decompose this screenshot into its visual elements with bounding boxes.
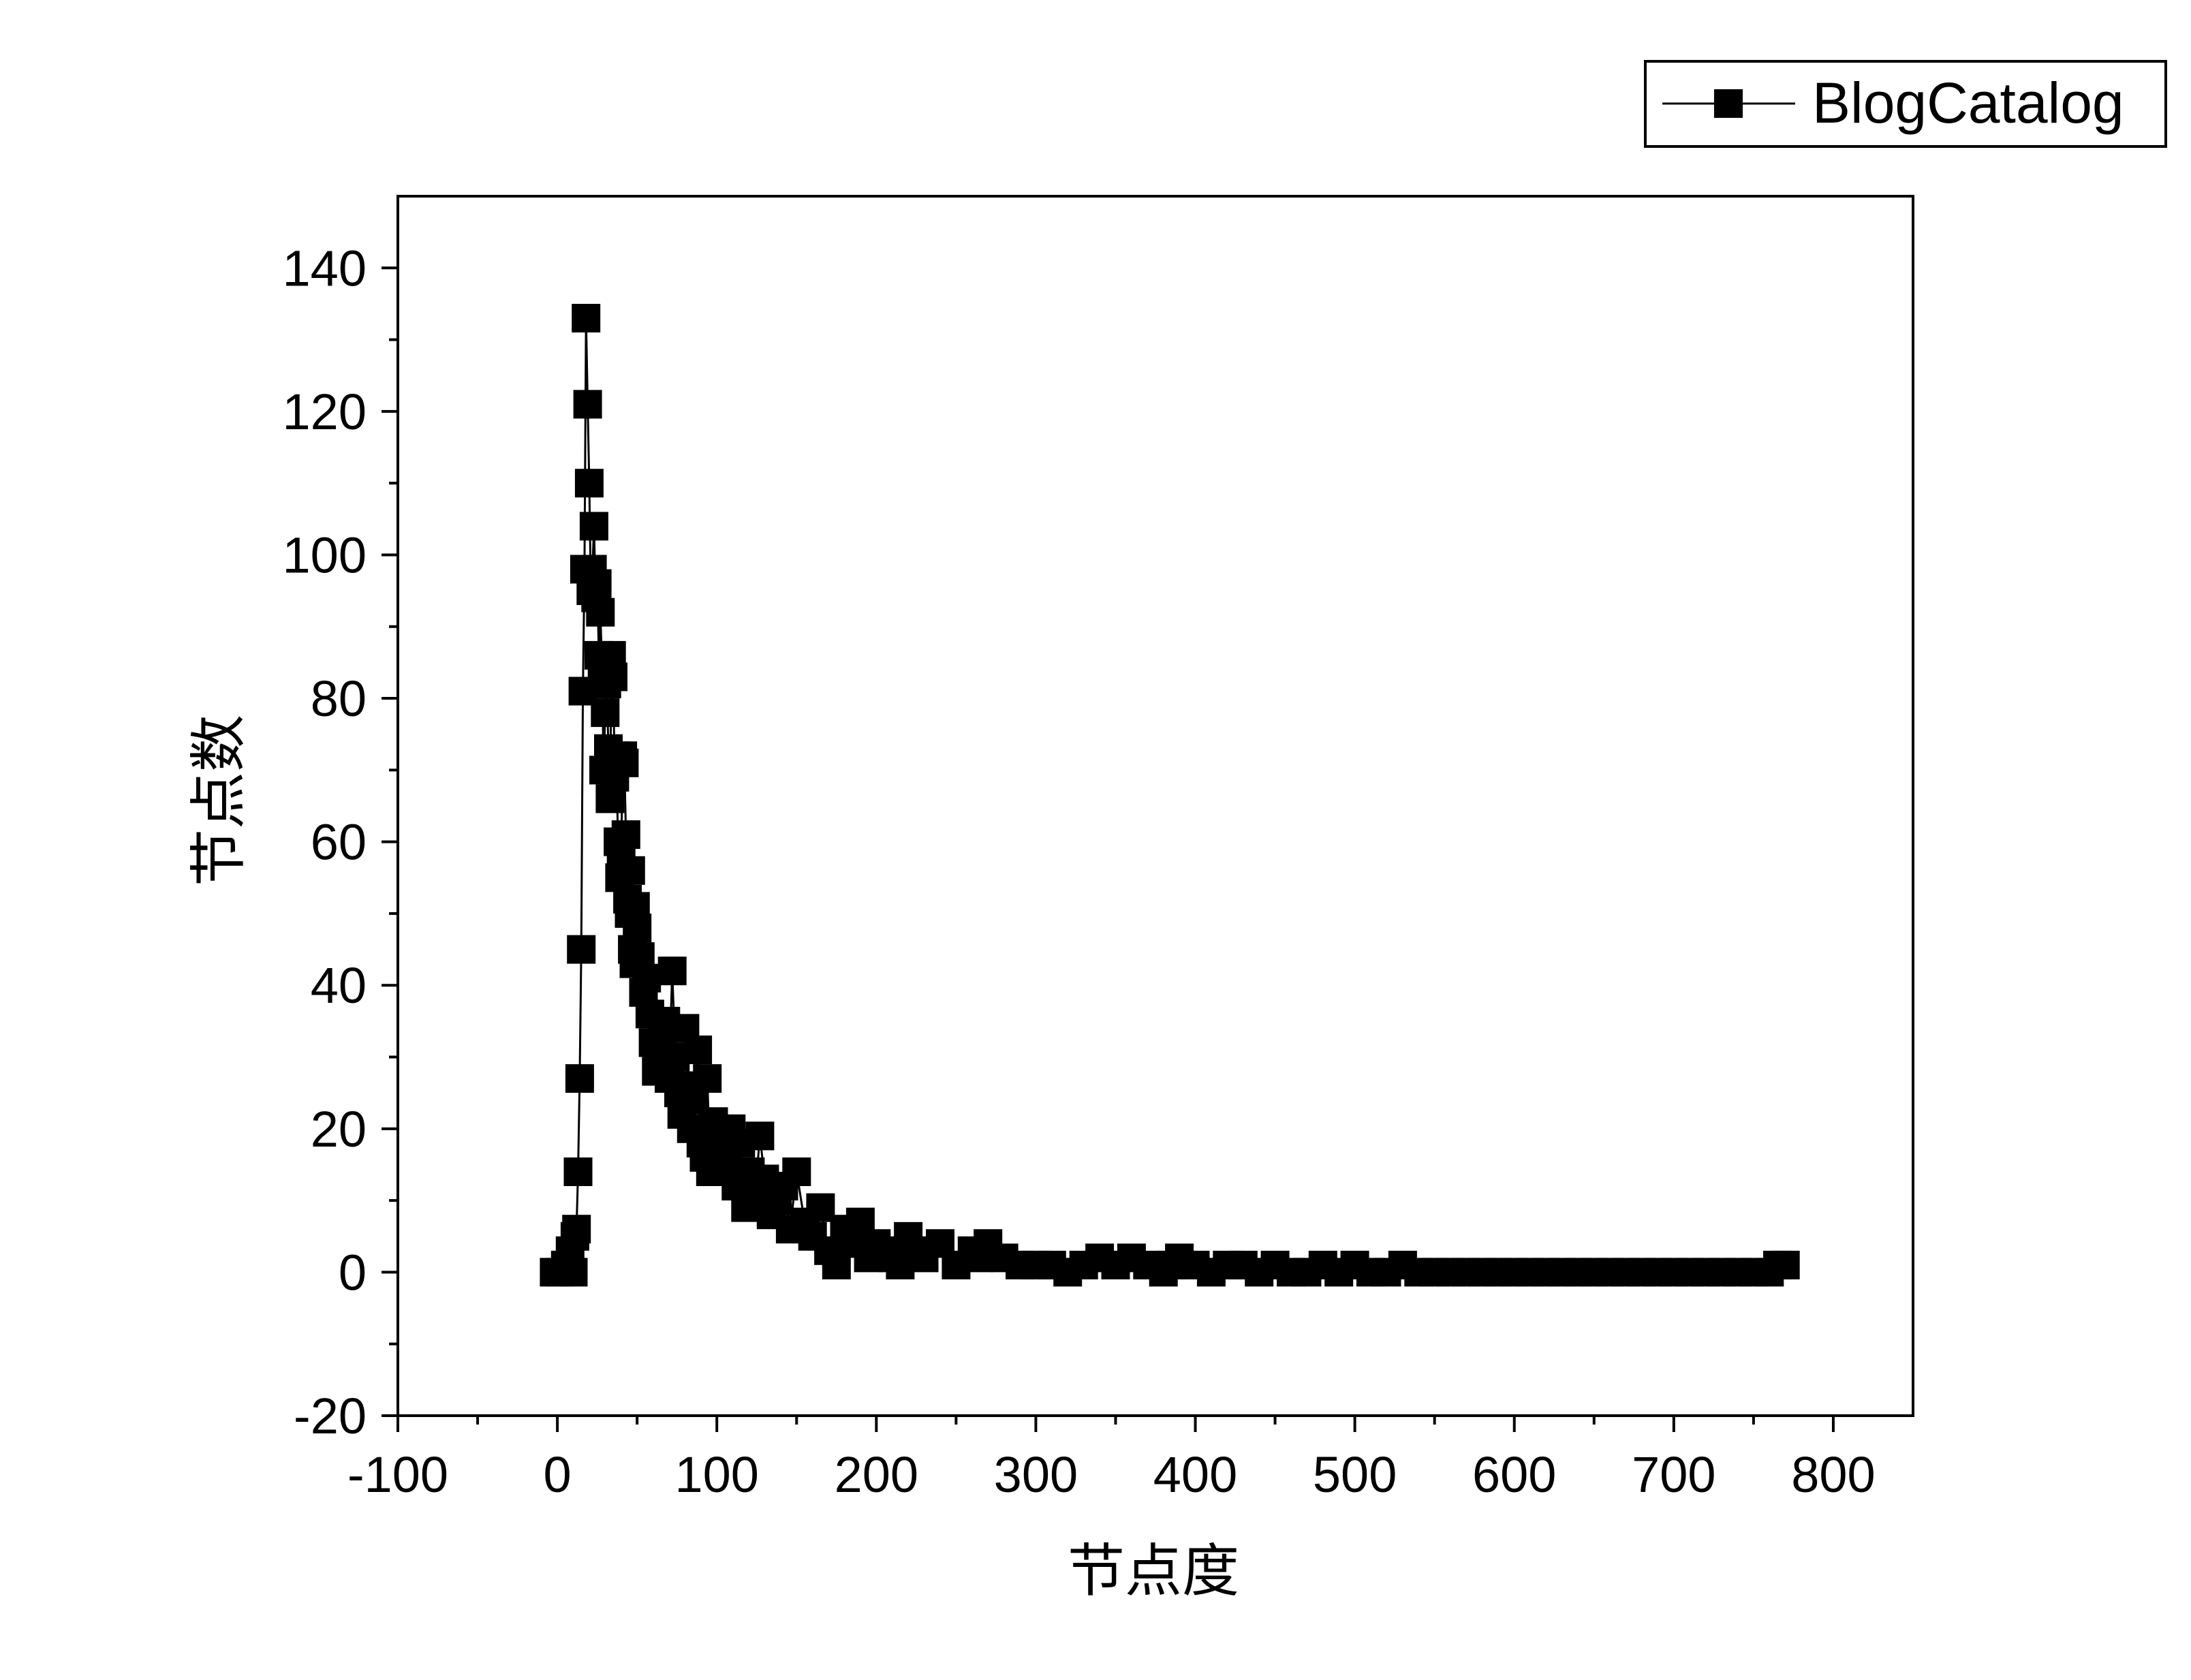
data-point-marker <box>1771 1250 1800 1279</box>
data-point-marker <box>806 1193 835 1222</box>
data-point-marker <box>565 1064 594 1093</box>
data-point-marker <box>572 304 601 332</box>
data-point-marker <box>582 569 612 598</box>
legend-marker-square <box>1714 89 1743 118</box>
data-point-marker <box>616 856 645 885</box>
data-point-marker <box>632 963 662 993</box>
x-tick-label: 300 <box>994 1446 1078 1503</box>
data-point-marker <box>586 597 615 627</box>
x-tick-label: 100 <box>674 1446 758 1503</box>
x-tick-label: -100 <box>347 1446 448 1503</box>
data-point-marker <box>567 935 596 964</box>
y-tick-label: 40 <box>311 957 367 1014</box>
y-tick-label: 20 <box>311 1101 367 1157</box>
data-point-marker <box>745 1121 775 1151</box>
y-tick-label: 140 <box>283 240 367 296</box>
data-point-marker <box>574 469 604 498</box>
data-point-marker <box>591 698 620 728</box>
data-point-marker <box>683 1036 713 1064</box>
data-point-marker <box>610 748 639 777</box>
y-tick-label: 80 <box>311 670 367 727</box>
data-point-marker <box>693 1064 722 1093</box>
data-point-marker <box>579 512 608 541</box>
x-tick-label: 200 <box>835 1446 918 1503</box>
data-point-marker <box>657 956 687 986</box>
data-point-marker <box>563 1157 593 1186</box>
y-tick-label: 60 <box>311 814 367 871</box>
x-tick-label: 400 <box>1153 1446 1237 1503</box>
plot-area-border <box>397 195 1914 1417</box>
data-point-marker <box>599 662 627 691</box>
data-point-marker <box>559 1258 588 1287</box>
x-tick-label: 500 <box>1313 1446 1397 1503</box>
series-layer <box>540 304 1800 1287</box>
plot-frame <box>397 195 1914 1417</box>
y-axis-title: 节点数 <box>185 715 252 886</box>
x-axis-ticks: -100 0 100 200 300 400 500 600 700 800 <box>347 1416 1876 1503</box>
x-tick-label: 700 <box>1632 1446 1715 1503</box>
y-tick-label: 120 <box>283 384 367 440</box>
y-tick-label: 100 <box>283 527 367 583</box>
data-point-marker <box>573 390 602 419</box>
x-axis-title: 节点度 <box>1068 1538 1239 1604</box>
x-tick-label: 800 <box>1791 1446 1875 1503</box>
x-tick-label: 0 <box>544 1446 572 1503</box>
y-tick-label: 0 <box>339 1244 367 1301</box>
legend-label-blogcatalog: BlogCatalog <box>1812 71 2124 135</box>
data-point-marker <box>562 1215 591 1244</box>
data-point-marker <box>623 914 652 942</box>
legend[interactable]: BlogCatalog <box>1644 60 2167 148</box>
x-tick-label: 600 <box>1472 1446 1556 1503</box>
y-axis-ticks: -20 0 20 40 60 80 100 120 140 <box>283 240 398 1444</box>
y-tick-label: -20 <box>294 1388 367 1444</box>
data-point-marker <box>782 1157 811 1186</box>
data-point-marker <box>611 820 640 850</box>
